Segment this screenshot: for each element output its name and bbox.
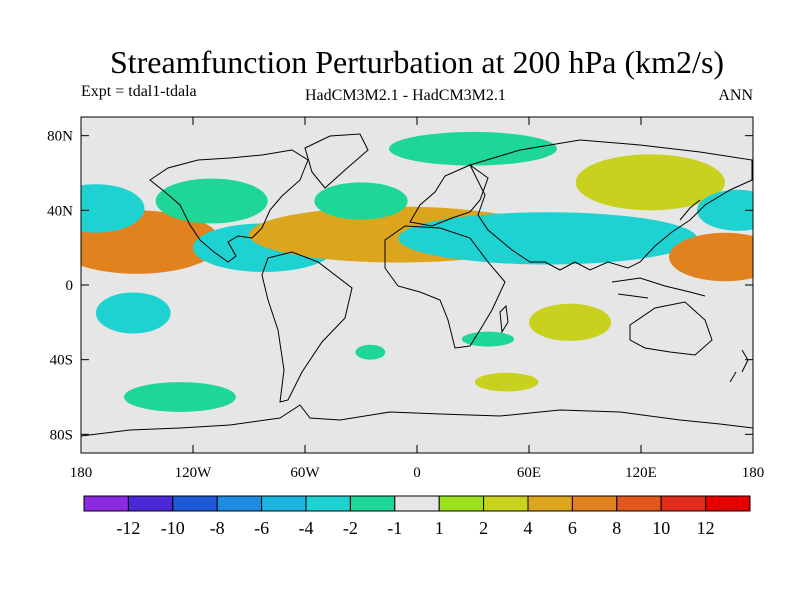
colorbar-swatch (216, 495, 263, 512)
anomaly-n-pacific-east-negative (81, 184, 145, 233)
colorbar-swatch (571, 495, 618, 512)
colorbar-swatch (438, 495, 485, 512)
colorbar-label: 4 (524, 518, 533, 538)
anomaly-s-africa-negative (461, 331, 515, 347)
colorbar-label: -4 (299, 518, 314, 538)
lon-tick-label: 60W (290, 465, 320, 481)
axes: 80N 40N 0 40S 80S 180 120W 60W 0 60E 120E 180 (47, 117, 764, 481)
anomaly-regions (81, 131, 753, 412)
lon-tick-label: 180 (70, 465, 93, 481)
coast-africa (384, 225, 506, 349)
colorbar: -12 -10 -8 -6 -4 -2 -1 1 2 4 6 8 10 12 (83, 495, 751, 538)
lat-tick-label: 40S (50, 353, 73, 369)
colorbar-swatch (261, 495, 307, 512)
colorbar-swatch (394, 495, 440, 512)
colorbar-label: -2 (343, 518, 358, 538)
coast-south-america (261, 251, 353, 403)
colorbar-label: -8 (210, 518, 225, 538)
anomaly-n-atlantic-negative (314, 182, 408, 220)
lon-tick-label: 120W (175, 465, 213, 481)
anomaly-siberia-positive (575, 154, 725, 211)
colorbar-swatch (705, 495, 751, 512)
coast-madagascar (499, 304, 509, 334)
season-label: ANN (718, 87, 753, 104)
coast-australia (629, 301, 713, 356)
coast-greenland (304, 133, 369, 189)
coast-asia (469, 139, 753, 271)
coast-north-america (149, 149, 309, 263)
colorbar-swatch (483, 495, 529, 512)
colorbar-swatch (349, 495, 396, 512)
anomaly-s-atlantic-negative (355, 344, 386, 360)
lat-tick-label: 0 (66, 278, 74, 294)
lon-tick-label: 180 (742, 465, 765, 481)
lat-tick-label: 80N (47, 129, 73, 145)
coastlines (81, 133, 753, 437)
colorbar-swatch (616, 495, 662, 512)
model-label: HadCM3M2.1 - HadCM3M2.1 (305, 87, 506, 104)
anomaly-arctic-europe-negative (389, 131, 557, 166)
lat-tick-label: 80S (50, 427, 73, 443)
colorbar-label: 6 (568, 518, 577, 538)
colorbar-swatch (305, 495, 351, 512)
colorbar-label: -6 (254, 518, 269, 538)
anomaly-japan-negative (697, 189, 753, 231)
anomaly-s-indian-positive (474, 372, 539, 392)
coast-japan (679, 199, 701, 221)
colorbar-swatch (172, 495, 218, 512)
anomaly-south-asia-negative (398, 212, 697, 265)
lat-tick-label: 40N (47, 203, 73, 219)
plot-title: Streamfunction Perturbation at 200 hPa (… (109, 44, 725, 80)
colorbar-label: -10 (161, 518, 185, 538)
lon-tick-label: 0 (413, 465, 421, 481)
colorbar-label: 2 (479, 518, 488, 538)
lon-tick-label: 120E (625, 465, 657, 481)
experiment-label: Expt = tdal1-tdala (81, 83, 197, 100)
colorbar-label: 8 (612, 518, 621, 538)
colorbar-swatch (527, 495, 573, 512)
coast-europe (409, 164, 489, 227)
colorbar-swatch (660, 495, 707, 512)
colorbar-label: 12 (697, 518, 715, 538)
coast-maritime-continent (611, 277, 706, 299)
colorbar-label: 10 (652, 518, 670, 538)
coast-antarctica (81, 404, 753, 437)
colorbar-label: 1 (435, 518, 444, 538)
anomaly-s-pacific-high-lat-negative (123, 382, 236, 412)
anomaly-ne-pacific-negative (155, 178, 268, 224)
colorbar-swatch (127, 495, 174, 512)
colorbar-swatch (83, 495, 129, 512)
anomaly-s-pacific-negative (95, 292, 171, 334)
anomaly-w-pacific-positive (669, 232, 753, 282)
lon-tick-label: 60E (517, 465, 541, 481)
colorbar-label: -12 (116, 518, 140, 538)
anomaly-indian-ocean-positive (529, 303, 612, 342)
colorbar-label: -1 (387, 518, 402, 538)
